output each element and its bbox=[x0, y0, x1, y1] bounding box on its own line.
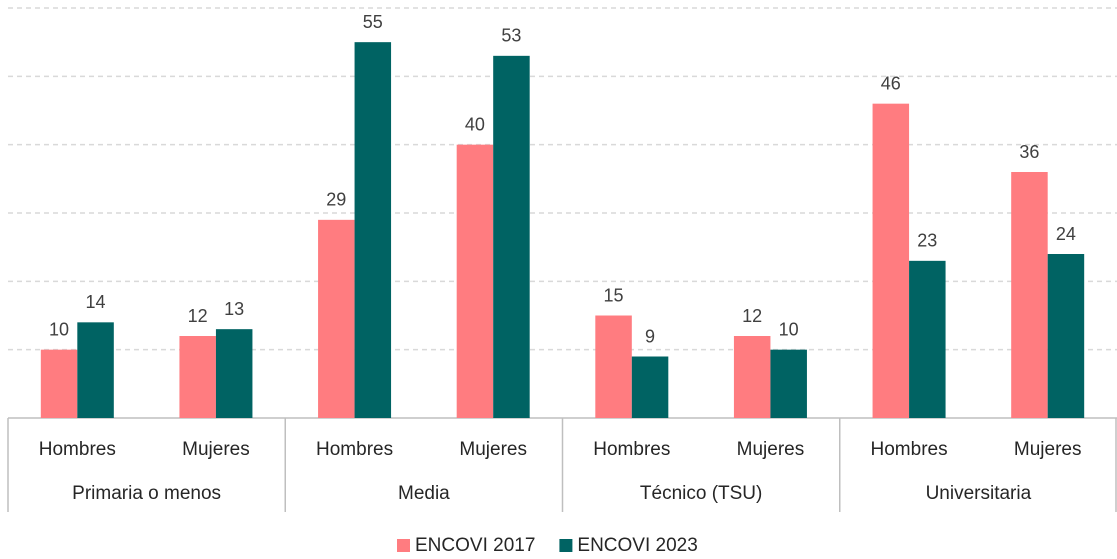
bar bbox=[456, 144, 494, 418]
bar bbox=[631, 356, 669, 418]
x-tick-label: Mujeres bbox=[737, 439, 805, 460]
bar bbox=[318, 219, 355, 418]
data-label: 29 bbox=[326, 190, 346, 210]
bar bbox=[909, 260, 946, 418]
data-label: 24 bbox=[1056, 224, 1076, 244]
x-tick-label: Mujeres bbox=[182, 439, 250, 460]
bar bbox=[1011, 172, 1048, 418]
x-tick-label: Hombres bbox=[39, 439, 116, 460]
group-label: Universitaria bbox=[926, 483, 1032, 504]
bar bbox=[872, 103, 910, 419]
bar bbox=[215, 329, 253, 418]
bar bbox=[1047, 254, 1085, 418]
data-label: 55 bbox=[363, 12, 383, 32]
legend-label: ENCOVI 2017 bbox=[415, 535, 535, 556]
data-label: 14 bbox=[86, 292, 106, 312]
bar bbox=[595, 315, 632, 418]
x-tick-label: Mujeres bbox=[1014, 439, 1082, 460]
data-label: 53 bbox=[501, 26, 521, 46]
x-tick-label: Hombres bbox=[316, 439, 393, 460]
data-label: 15 bbox=[604, 285, 624, 305]
group-label: Media bbox=[398, 483, 450, 504]
data-label: 23 bbox=[917, 231, 937, 251]
data-label: 10 bbox=[779, 319, 799, 339]
data-label: 12 bbox=[188, 306, 208, 326]
legend-swatch bbox=[559, 539, 573, 552]
x-tick-label: Hombres bbox=[871, 439, 948, 460]
data-label: 13 bbox=[224, 299, 244, 319]
data-label: 9 bbox=[645, 326, 655, 346]
data-label: 40 bbox=[465, 114, 485, 134]
x-tick-label: Hombres bbox=[593, 439, 670, 460]
bar bbox=[77, 322, 114, 418]
data-label: 46 bbox=[881, 73, 901, 93]
bar bbox=[179, 336, 216, 418]
bar bbox=[40, 349, 78, 418]
bar bbox=[770, 349, 807, 418]
bar bbox=[354, 42, 392, 419]
data-label: 10 bbox=[49, 319, 69, 339]
bar bbox=[493, 55, 530, 418]
data-label: 36 bbox=[1019, 142, 1039, 162]
data-label: 12 bbox=[742, 306, 762, 326]
x-tick-label: Mujeres bbox=[459, 439, 527, 460]
legend-swatch bbox=[397, 539, 410, 552]
group-label: Primaria o menos bbox=[72, 483, 221, 504]
bar bbox=[733, 336, 771, 418]
group-label: Técnico (TSU) bbox=[640, 483, 762, 504]
legend-label: ENCOVI 2023 bbox=[577, 535, 697, 556]
